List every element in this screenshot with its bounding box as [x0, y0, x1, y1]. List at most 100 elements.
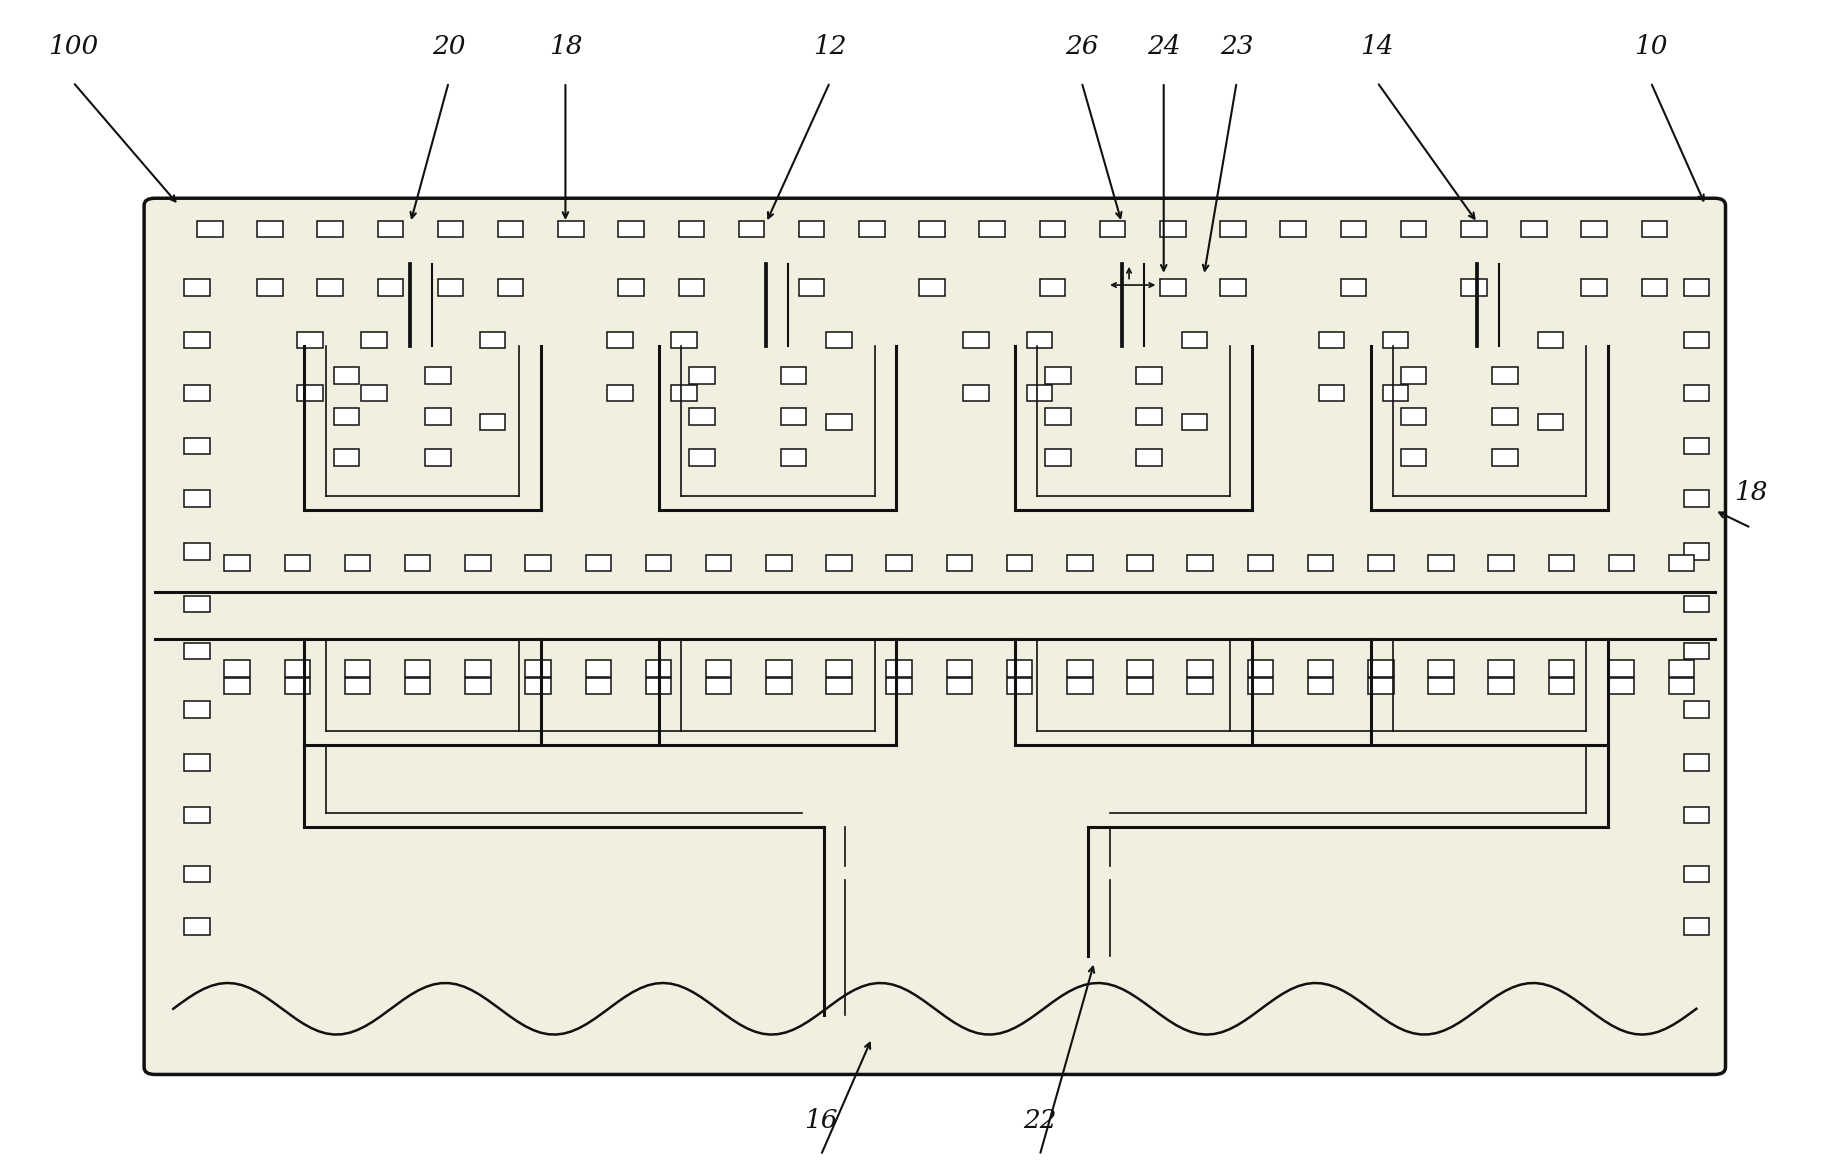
Bar — [1608, 555, 1633, 571]
Bar — [465, 555, 490, 571]
Bar — [946, 678, 972, 694]
Bar — [1367, 660, 1393, 677]
Bar — [184, 807, 210, 823]
Bar — [1683, 490, 1708, 507]
Bar — [585, 555, 611, 571]
Bar — [618, 221, 644, 237]
Bar — [345, 555, 370, 571]
Bar — [1307, 555, 1333, 571]
Bar — [224, 678, 250, 694]
FancyBboxPatch shape — [144, 198, 1725, 1074]
Bar — [1367, 555, 1393, 571]
Text: 23: 23 — [1220, 34, 1252, 60]
Bar — [689, 449, 715, 466]
Bar — [257, 221, 283, 237]
Bar — [585, 660, 611, 677]
Bar — [859, 221, 884, 237]
Bar — [1548, 660, 1573, 677]
Bar — [1641, 279, 1666, 296]
Bar — [1340, 279, 1365, 296]
Bar — [1537, 414, 1562, 430]
Text: 26: 26 — [1065, 34, 1097, 60]
Bar — [1488, 555, 1513, 571]
Bar — [766, 555, 791, 571]
Bar — [425, 449, 450, 466]
Text: 100: 100 — [47, 34, 98, 60]
Text: 22: 22 — [1023, 1107, 1056, 1133]
Bar — [1427, 660, 1453, 677]
Bar — [1136, 449, 1161, 466]
Bar — [1280, 221, 1305, 237]
Bar — [1187, 678, 1212, 694]
Bar — [184, 596, 210, 612]
Bar — [1400, 449, 1426, 466]
Bar — [1307, 678, 1333, 694]
Text: 16: 16 — [804, 1107, 837, 1133]
Bar — [334, 449, 359, 466]
Text: 20: 20 — [432, 34, 465, 60]
Bar — [1683, 754, 1708, 771]
Bar — [184, 643, 210, 659]
Bar — [558, 221, 583, 237]
Bar — [297, 332, 323, 348]
Bar — [1400, 367, 1426, 384]
Bar — [1427, 555, 1453, 571]
Bar — [919, 279, 944, 296]
Text: 24: 24 — [1147, 34, 1179, 60]
Bar — [1136, 367, 1161, 384]
Bar — [525, 555, 551, 571]
Text: 10: 10 — [1633, 34, 1666, 60]
Bar — [1181, 332, 1207, 348]
Bar — [425, 367, 450, 384]
Bar — [1488, 678, 1513, 694]
Bar — [607, 385, 633, 401]
Bar — [1045, 449, 1070, 466]
Bar — [438, 279, 463, 296]
Bar — [184, 385, 210, 401]
Bar — [766, 660, 791, 677]
Bar — [465, 660, 490, 677]
Bar — [1668, 555, 1694, 571]
Bar — [1683, 543, 1708, 560]
Bar — [1187, 555, 1212, 571]
Bar — [377, 279, 403, 296]
Bar — [498, 221, 523, 237]
Bar — [1608, 660, 1633, 677]
Bar — [345, 660, 370, 677]
Bar — [1491, 408, 1517, 425]
Text: 18: 18 — [549, 34, 582, 60]
Bar — [297, 385, 323, 401]
Bar — [257, 279, 283, 296]
Bar — [645, 660, 671, 677]
Bar — [405, 678, 430, 694]
Bar — [1220, 221, 1245, 237]
Bar — [780, 408, 806, 425]
Bar — [184, 543, 210, 560]
Bar — [678, 221, 704, 237]
Bar — [826, 678, 851, 694]
Bar — [1039, 221, 1065, 237]
Bar — [1127, 660, 1152, 677]
Bar — [1537, 332, 1562, 348]
Bar — [184, 279, 210, 296]
Bar — [1683, 438, 1708, 454]
Bar — [334, 408, 359, 425]
Bar — [826, 414, 851, 430]
Bar — [1247, 678, 1272, 694]
Bar — [706, 555, 731, 571]
Bar — [224, 660, 250, 677]
Bar — [284, 678, 310, 694]
Bar — [1026, 385, 1052, 401]
Bar — [1099, 221, 1125, 237]
Bar — [377, 221, 403, 237]
Bar — [1039, 279, 1065, 296]
Bar — [798, 221, 824, 237]
Bar — [184, 701, 210, 718]
Bar — [1683, 807, 1708, 823]
Bar — [317, 279, 343, 296]
Bar — [405, 660, 430, 677]
Bar — [1159, 221, 1185, 237]
Bar — [525, 660, 551, 677]
Bar — [1683, 596, 1708, 612]
Bar — [525, 678, 551, 694]
